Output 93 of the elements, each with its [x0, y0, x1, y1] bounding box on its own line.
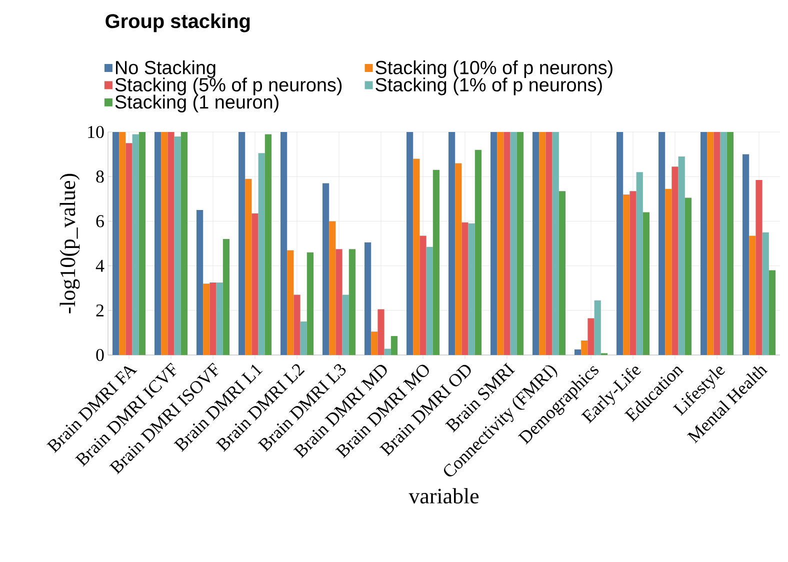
bar — [371, 332, 378, 355]
bar — [258, 153, 265, 355]
bar — [210, 282, 216, 355]
bar — [426, 246, 433, 355]
bar — [630, 191, 636, 355]
bar — [342, 294, 349, 355]
bar — [348, 249, 356, 355]
bar — [658, 132, 666, 355]
legend-label: No Stacking — [116, 60, 216, 78]
y-tick-label: 0 — [96, 348, 104, 362]
bar — [432, 170, 440, 355]
bar — [623, 194, 630, 355]
bar — [364, 242, 372, 355]
bar — [468, 223, 475, 355]
bar — [616, 132, 624, 355]
bar — [749, 236, 756, 355]
bar — [510, 132, 517, 355]
bar — [516, 132, 524, 355]
bar — [594, 300, 601, 355]
legend-label: Stacking (1 neuron) — [115, 94, 278, 112]
bar — [294, 294, 300, 355]
bar — [714, 132, 720, 355]
bar — [132, 134, 139, 355]
bar — [642, 212, 650, 355]
bar — [504, 132, 510, 355]
bar — [196, 210, 204, 355]
y-tick-label: 10 — [88, 126, 104, 138]
bar — [119, 132, 126, 355]
bar — [768, 270, 776, 355]
bar — [552, 132, 559, 355]
bar — [287, 250, 294, 355]
bar — [306, 252, 314, 355]
bar — [126, 143, 132, 355]
legend-label: Stacking (5% of p neurons) — [115, 78, 342, 96]
y-tick-label: 8 — [96, 170, 104, 183]
bar — [222, 239, 230, 355]
bar — [154, 132, 162, 355]
bar — [581, 340, 588, 355]
bar — [532, 132, 540, 355]
y-tick-label: 4 — [96, 260, 104, 272]
bar — [474, 150, 482, 355]
bar — [280, 132, 288, 355]
y-axis-title: -log10(p_value) — [60, 174, 80, 314]
bar — [168, 132, 174, 355]
bar — [490, 132, 498, 355]
bar — [216, 282, 223, 355]
bar — [756, 180, 762, 355]
legend-label: Stacking (10% of p neurons) — [376, 60, 612, 78]
bar — [329, 221, 336, 355]
bar — [336, 249, 342, 355]
bar — [455, 163, 462, 355]
bar — [720, 132, 727, 355]
bar — [497, 132, 504, 355]
bar — [138, 132, 146, 355]
bar — [665, 188, 672, 355]
y-tick-label: 6 — [96, 215, 104, 228]
bar — [390, 336, 398, 355]
legend-title: Group stacking — [106, 14, 250, 32]
bar — [636, 172, 643, 355]
bar — [406, 132, 414, 355]
bar — [672, 166, 678, 355]
bar — [378, 309, 384, 355]
bar — [574, 349, 582, 355]
x-axis-title: variable — [408, 488, 479, 504]
bar — [384, 348, 391, 355]
bar — [245, 178, 252, 355]
bar — [742, 154, 750, 355]
bar — [726, 132, 734, 355]
bar — [203, 284, 210, 355]
bar — [300, 322, 307, 355]
bar — [413, 158, 420, 355]
bar — [264, 134, 272, 355]
bar — [546, 132, 552, 355]
bar — [762, 232, 769, 355]
bar — [420, 236, 426, 355]
bar — [700, 132, 708, 355]
bar — [539, 132, 546, 355]
bar — [238, 132, 246, 355]
bar — [448, 132, 456, 355]
bar — [588, 318, 594, 355]
bar — [462, 222, 468, 355]
bar — [322, 183, 330, 355]
bar — [112, 132, 120, 355]
bar — [678, 156, 685, 355]
bar — [174, 136, 181, 355]
legend-label: Stacking (1% of p neurons) — [376, 78, 602, 96]
bar — [252, 213, 258, 355]
bar — [684, 198, 692, 355]
bar — [558, 191, 566, 355]
bar — [180, 132, 188, 355]
y-tick-label: 2 — [96, 304, 104, 316]
bar — [707, 132, 714, 355]
bar — [161, 132, 168, 355]
